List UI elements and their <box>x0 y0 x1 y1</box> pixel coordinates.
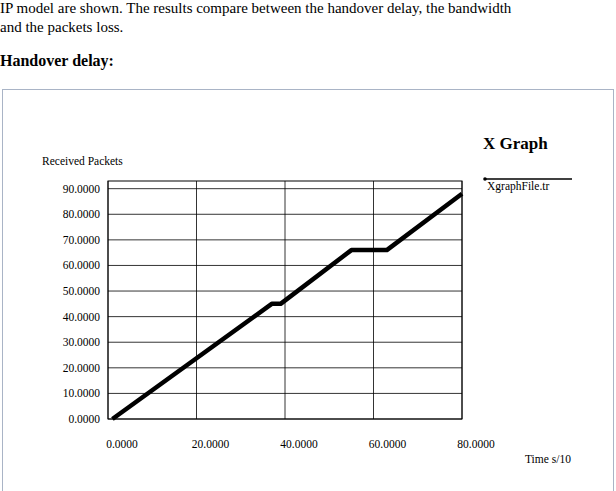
x-grid-line <box>196 181 197 419</box>
chart: 0.0000 20.0000 40.0000 60.0000 80.0000 0.0000… <box>42 134 572 465</box>
x-grid-line <box>108 181 109 419</box>
y-tick-label: 60.0000 <box>63 259 101 271</box>
y-tick-label: 0.0000 <box>68 413 100 425</box>
y-tick-label: 20.0000 <box>63 362 101 374</box>
y-grid-line <box>108 419 462 420</box>
graph-window <box>3 90 614 491</box>
y-grid-line <box>108 393 462 394</box>
legend-label: XgraphFile.tr <box>487 180 549 193</box>
x-tick-label: 80.0000 <box>457 438 495 450</box>
series-line <box>112 194 462 419</box>
y-grid-line <box>108 265 462 266</box>
y-grid-line <box>108 239 462 240</box>
y-tick-label: 30.0000 <box>63 336 101 348</box>
y-axis-label: Received Packets <box>42 155 123 167</box>
x-axis-label: Time s/10 <box>525 453 571 465</box>
y-tick-label: 50.0000 <box>63 285 101 297</box>
plot-frame <box>108 181 462 419</box>
y-tick-label: 90.0000 <box>63 183 101 195</box>
x-tick-label: 60.0000 <box>369 438 407 450</box>
x-tick-label: 40.0000 <box>280 438 318 450</box>
document-text: IP model are shown. The results compare … <box>0 0 512 70</box>
paragraph-line: and the packets loss. <box>0 19 123 35</box>
paragraph-line: IP model are shown. The results compare … <box>0 0 512 16</box>
x-grid-line <box>462 181 463 419</box>
y-grid-line <box>108 291 462 292</box>
section-heading: Handover delay: <box>0 52 114 70</box>
grid <box>108 181 462 419</box>
y-tick-label: 10.0000 <box>63 387 101 399</box>
y-tick-label: 40.0000 <box>63 311 101 323</box>
x-grid-line <box>373 181 374 419</box>
y-grid-line <box>108 316 462 317</box>
page: IP model are shown. The results compare … <box>0 0 616 491</box>
page-svg: IP model are shown. The results compare … <box>0 0 616 491</box>
chart-title: X Graph <box>483 134 548 153</box>
x-tick-label: 0.0000 <box>106 438 138 450</box>
y-grid-line <box>108 214 462 215</box>
series-group <box>112 194 462 419</box>
y-tick-label: 80.0000 <box>63 208 101 220</box>
y-grid-line <box>108 367 462 368</box>
x-tick-label: 20.0000 <box>192 438 230 450</box>
y-grid-line <box>108 342 462 343</box>
y-grid-line <box>108 188 462 189</box>
y-tick-label: 70.0000 <box>63 234 101 246</box>
